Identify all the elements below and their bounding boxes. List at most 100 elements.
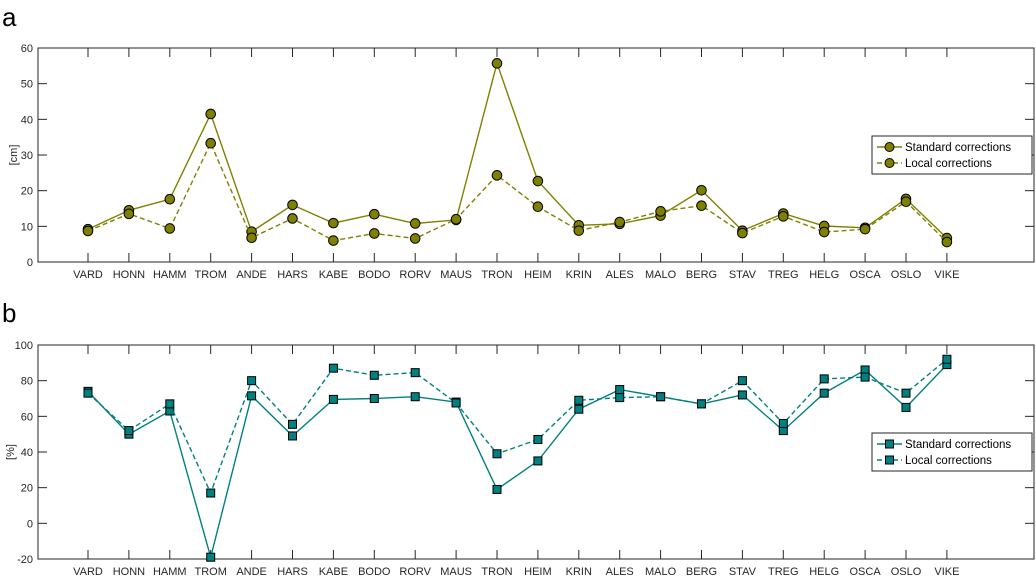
- x-tick-label: STAV: [729, 269, 757, 281]
- data-point: [942, 354, 952, 364]
- data-point: [450, 213, 462, 225]
- y-axis-label: [%]: [5, 444, 17, 460]
- x-tick-label: BERG: [686, 269, 717, 281]
- data-point: [369, 370, 379, 380]
- data-point: [206, 552, 216, 562]
- data-point: [165, 399, 175, 409]
- data-point: [328, 363, 338, 373]
- series-line-local: [87, 358, 948, 495]
- x-tick-label: MAUS: [440, 566, 472, 578]
- data-point: [819, 388, 829, 398]
- data-point: [246, 232, 257, 244]
- data-point: [328, 394, 338, 404]
- data-point: [247, 376, 257, 386]
- y-tick-label: 20: [21, 186, 33, 198]
- x-tick-label: TREG: [768, 566, 799, 578]
- data-point: [409, 218, 421, 229]
- x-tick-label: HARS: [277, 566, 308, 578]
- data-point: [123, 208, 135, 220]
- data-point: [409, 233, 421, 244]
- x-tick-label: TROM: [195, 269, 227, 281]
- y-tick-label: 0: [27, 257, 33, 269]
- series-line-standard: [87, 364, 948, 560]
- panel-b: b -20 0 20 40 60 80 100 [%] VARD HONN HAMM TROM ANDE H…: [2, 298, 1035, 578]
- legend-box: [871, 135, 1033, 175]
- legend-marker: [884, 158, 895, 168]
- x-tick-label: TRON: [481, 269, 512, 281]
- y-tick-label: 10: [21, 221, 33, 233]
- y-axis-label: [cm]: [8, 145, 20, 166]
- x-tick-label: KABE: [319, 269, 348, 281]
- data-point: [369, 394, 379, 403]
- x-tick-label: HARS: [277, 269, 308, 281]
- x-tick-label: RORV: [399, 269, 431, 281]
- x-tick-label: HELG: [809, 566, 839, 578]
- data-point: [614, 216, 626, 228]
- data-point: [655, 206, 666, 217]
- data-point: [206, 488, 216, 498]
- data-point: [819, 374, 829, 384]
- y-tick-label: 40: [21, 114, 33, 126]
- data-point: [287, 213, 298, 224]
- x-tick-label: TREG: [768, 269, 799, 281]
- data-point: [492, 484, 502, 494]
- data-point: [778, 211, 789, 222]
- data-point: [900, 196, 912, 208]
- data-point: [287, 199, 298, 211]
- data-point: [328, 217, 339, 229]
- data-point: [492, 449, 502, 459]
- data-point: [532, 201, 544, 213]
- data-point: [615, 385, 625, 395]
- x-tick-label: HELG: [809, 269, 839, 281]
- data-point: [410, 392, 420, 402]
- x-tick-label: TRON: [481, 566, 512, 578]
- data-point: [697, 399, 706, 409]
- x-tick-label: MALO: [645, 566, 677, 578]
- x-tick-label: ANDE: [236, 566, 267, 578]
- legend-label: Standard corrections: [905, 142, 1011, 154]
- data-point: [533, 435, 543, 445]
- data-point: [941, 236, 953, 248]
- panel-a: a 0 10 20 30 40 50 60 [cm] VARD HONN HAMM TROM ANDE HA…: [2, 2, 1035, 281]
- data-point: [573, 225, 585, 236]
- x-tick-label: STAV: [729, 566, 757, 578]
- data-point: [737, 376, 747, 386]
- data-point: [491, 58, 503, 69]
- data-point: [288, 419, 297, 429]
- x-tick-label: VARD: [73, 269, 103, 281]
- data-point: [818, 226, 830, 238]
- legend-marker: [885, 439, 894, 449]
- legend-label: Standard corrections: [905, 439, 1011, 451]
- x-tick-label: OSCA: [850, 269, 882, 281]
- x-tick-label: RORV: [399, 566, 431, 578]
- x-tick-label: HAMM: [153, 566, 187, 578]
- x-tick-label: OSLO: [891, 566, 922, 578]
- legend-box: [871, 432, 1033, 472]
- data-point: [574, 404, 584, 414]
- y-tick-label: 20: [21, 483, 33, 495]
- y-tick-label: 40: [21, 447, 33, 459]
- data-point: [615, 393, 625, 403]
- x-tick-label: HONN: [113, 269, 145, 281]
- x-tick-label: ALES: [606, 566, 634, 578]
- legend-marker: [884, 142, 895, 152]
- y-tick-label: 80: [21, 376, 33, 388]
- data-point: [369, 228, 380, 239]
- data-point: [328, 235, 339, 246]
- data-point: [491, 170, 503, 181]
- data-point: [737, 227, 748, 239]
- data-point: [574, 395, 584, 405]
- y-tick-label: 60: [21, 43, 33, 55]
- data-point: [901, 388, 911, 398]
- data-point: [247, 391, 257, 401]
- data-point: [82, 225, 94, 237]
- x-tick-label: HEIM: [524, 269, 552, 281]
- x-tick-label: BODO: [358, 566, 391, 578]
- y-tick-label: 0: [27, 518, 33, 530]
- x-tick-label: VIKE: [934, 566, 959, 578]
- legend-label: Local corrections: [905, 158, 992, 170]
- data-point: [205, 137, 216, 149]
- panel-label: a: [2, 2, 17, 32]
- legend-marker: [885, 455, 894, 465]
